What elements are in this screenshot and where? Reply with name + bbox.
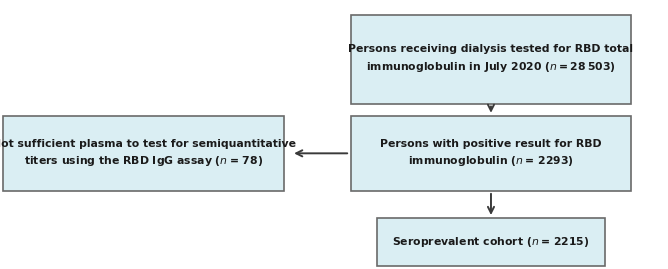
FancyBboxPatch shape	[351, 116, 631, 191]
Text: Seroprevalent cohort ($\it{n}$ = 2215): Seroprevalent cohort ($\it{n}$ = 2215)	[392, 235, 590, 249]
Text: Not sufficient plasma to test for semiquantitative
titers using the RBD IgG assa: Not sufficient plasma to test for semiqu…	[0, 139, 296, 168]
Text: Persons receiving dialysis tested for RBD total
immunoglobulin in July 2020 ($\i: Persons receiving dialysis tested for RB…	[349, 44, 633, 74]
FancyBboxPatch shape	[3, 116, 284, 191]
FancyBboxPatch shape	[377, 218, 605, 266]
FancyBboxPatch shape	[351, 15, 631, 104]
Text: Persons with positive result for RBD
immunoglobulin ($\it{n}$ = 2293): Persons with positive result for RBD imm…	[380, 139, 602, 168]
